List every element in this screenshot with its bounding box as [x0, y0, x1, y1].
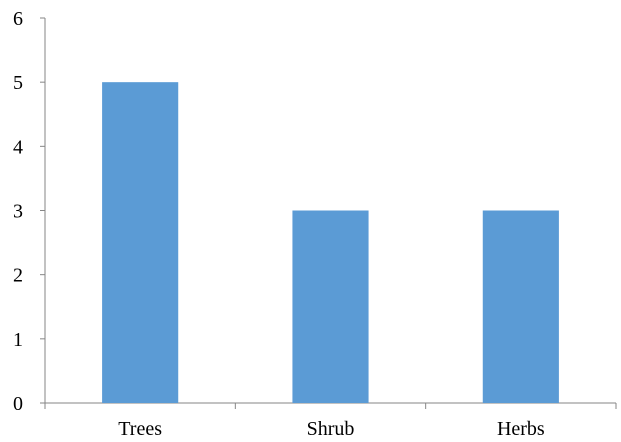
- y-tick-label: 5: [13, 72, 23, 94]
- y-tick-label: 6: [13, 8, 23, 30]
- y-tick-label: 3: [13, 201, 23, 223]
- y-tick-label: 1: [13, 329, 23, 351]
- x-axis: Trees Shrub Herbs: [44, 402, 617, 440]
- bars: [102, 82, 559, 404]
- y-tick-label: 0: [13, 393, 23, 415]
- bar-trees: [102, 82, 179, 404]
- x-tick-label: Herbs: [497, 418, 545, 440]
- y-tick-label: 2: [13, 265, 23, 287]
- x-tick-label: Shrub: [307, 418, 355, 440]
- y-axis: 0 1 2 3 4 5 6: [13, 8, 46, 415]
- bar-shrub: [292, 210, 369, 403]
- x-tick-label: Trees: [118, 418, 162, 440]
- y-tick-label: 4: [13, 136, 23, 158]
- bar-herbs: [482, 210, 559, 403]
